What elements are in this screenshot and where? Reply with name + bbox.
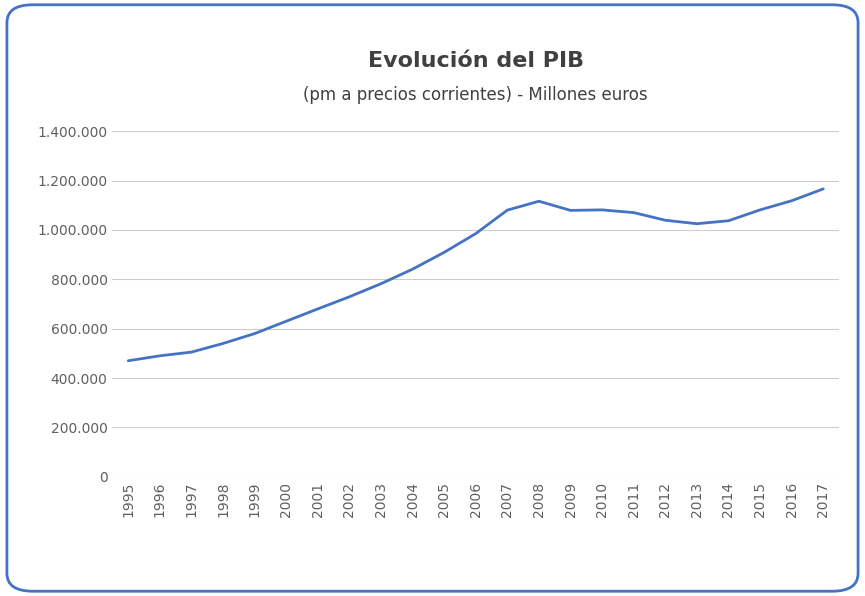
Text: Evolución del PIB: Evolución del PIB — [368, 51, 584, 71]
Text: (pm a precios corrientes) - Millones euros: (pm a precios corrientes) - Millones eur… — [304, 86, 648, 104]
